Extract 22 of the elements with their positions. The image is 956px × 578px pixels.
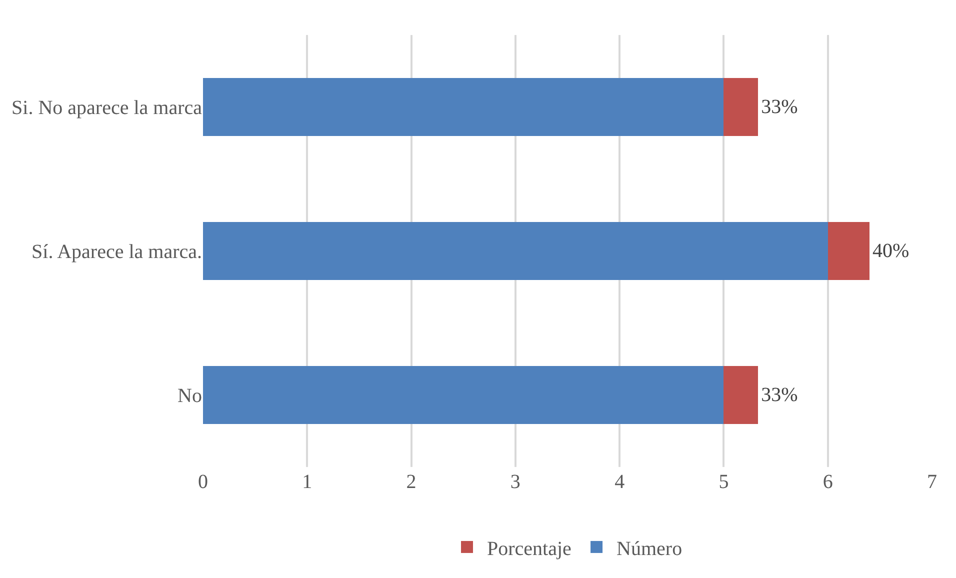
x-tick-label: 5 — [718, 471, 729, 493]
bar — [724, 78, 758, 136]
x-tick-label: 1 — [302, 471, 312, 493]
data-label: 33% — [761, 384, 798, 406]
bar — [203, 366, 724, 424]
x-tick-label: 4 — [614, 471, 625, 493]
x-tick-label: 0 — [198, 471, 208, 493]
y-tick-label: Sí. Aparece la marca. — [32, 241, 202, 263]
bar — [724, 366, 758, 424]
data-label: 33% — [761, 96, 798, 118]
legend-label: Porcentaje — [487, 538, 572, 560]
bar — [203, 222, 828, 280]
x-tick-label: 2 — [406, 471, 416, 493]
x-tick-label: 6 — [822, 471, 833, 493]
y-tick-label: Si. No aparece la marca — [12, 97, 202, 119]
bar — [203, 78, 724, 136]
legend-label: Número — [616, 538, 682, 560]
y-tick-label: No — [178, 385, 202, 407]
data-label: 40% — [872, 240, 910, 262]
x-tick-label: 7 — [927, 471, 937, 493]
bar — [828, 222, 870, 280]
x-tick-label: 3 — [510, 471, 520, 493]
